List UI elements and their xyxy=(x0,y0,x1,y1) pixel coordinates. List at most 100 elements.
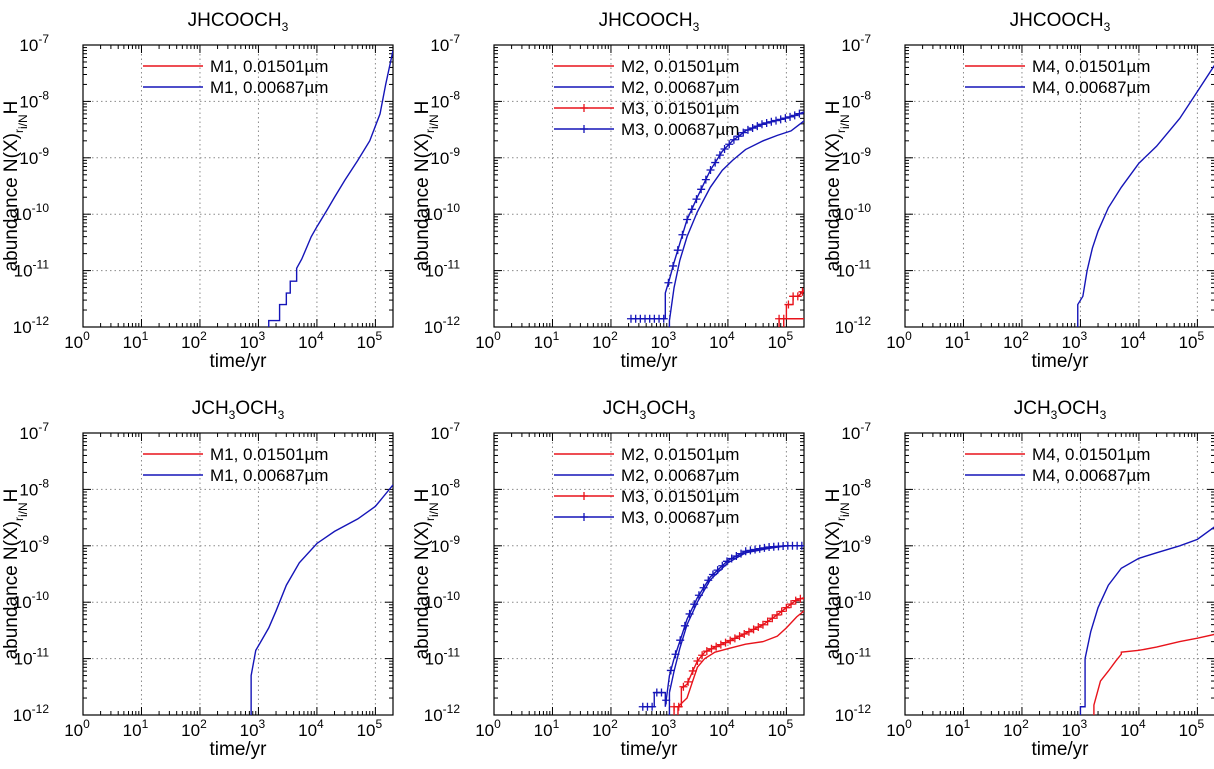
series-marker xyxy=(725,140,734,149)
y-tick-label: 10-8 xyxy=(841,476,871,499)
series-marker xyxy=(754,623,763,632)
legend-label: M2, 0.00687µm xyxy=(621,78,739,97)
y-tick-label: 10-11 xyxy=(836,258,872,281)
y-tick-label: 10-12 xyxy=(424,702,461,725)
series-layer xyxy=(626,109,804,327)
y-tick-label: 10-11 xyxy=(425,258,461,281)
x-axis-label: time/yr xyxy=(210,351,268,372)
series-marker xyxy=(779,314,788,323)
y-tick-label: 10-11 xyxy=(836,646,872,669)
y-axis-label: abundance N(X)ri/NH xyxy=(1,101,30,272)
series-marker xyxy=(797,541,804,550)
series-marker xyxy=(721,638,730,647)
y-tick-label: 10-7 xyxy=(841,32,871,55)
series-marker xyxy=(698,651,707,660)
chart-panel-2: 100 101 102 103 104 105 10-12 10-11 10-10 10-9 10-… xyxy=(412,10,805,372)
y-tick-label: 10-8 xyxy=(430,88,460,111)
y-axis-label: abundance N(X)ri/NH xyxy=(412,101,441,272)
series-marker xyxy=(741,547,750,556)
legend-label: M2, 0.01501µm xyxy=(621,57,739,76)
series-marker xyxy=(729,135,738,144)
chart-panel-1: 100 101 102 103 104 105 10-12 10-11 10-10 10-9 10-… xyxy=(1,10,394,372)
series-line xyxy=(677,610,804,715)
y-tick-label: 10-10 xyxy=(835,589,872,612)
x-tick-label: 104 xyxy=(1120,329,1146,352)
series-marker xyxy=(746,546,755,555)
x-tick-label: 103 xyxy=(651,329,677,352)
chart-title: JHCOOCH3 xyxy=(1010,10,1111,34)
y-tick-label: 10-8 xyxy=(430,476,460,499)
series-marker xyxy=(784,300,793,309)
x-tick-label: 104 xyxy=(1120,717,1146,740)
legend-label: M3, 0.01501µm xyxy=(621,99,739,118)
series-line xyxy=(1077,64,1214,327)
x-axis-label: time/yr xyxy=(210,739,268,760)
plot-frame xyxy=(82,44,394,328)
x-tick-label: 104 xyxy=(709,329,735,352)
x-tick-label: 103 xyxy=(240,717,266,740)
x-tick-label: 105 xyxy=(1179,717,1205,740)
series-marker xyxy=(673,246,682,255)
legend-label: M4, 0.01501µm xyxy=(1032,57,1150,76)
series-marker xyxy=(685,609,694,618)
series-line xyxy=(673,597,804,715)
series-marker xyxy=(711,158,720,167)
x-tick-label: 105 xyxy=(768,329,794,352)
series-marker xyxy=(753,122,762,131)
series-marker xyxy=(751,545,760,554)
y-tick-label: 10-11 xyxy=(14,258,50,281)
series-line xyxy=(630,111,804,320)
series-marker xyxy=(694,591,703,600)
series-marker xyxy=(680,621,689,630)
series-marker xyxy=(739,128,748,137)
series-marker xyxy=(740,629,749,638)
series-marker xyxy=(671,650,680,659)
y-tick-label: 10-9 xyxy=(430,533,460,556)
x-tick-label: 100 xyxy=(475,329,501,352)
chart-title: JHCOOCH3 xyxy=(599,10,700,34)
series-marker xyxy=(706,165,715,174)
chart-title: JCH3OCH3 xyxy=(192,398,285,422)
series-marker xyxy=(755,544,764,553)
series-marker xyxy=(743,125,752,134)
legend: M2, 0.01501µm M2, 0.00687µm M3, 0.01501µm M… xyxy=(554,57,739,139)
x-tick-label: 101 xyxy=(534,717,560,740)
x-axis-label: time/yr xyxy=(621,739,679,760)
series-marker xyxy=(697,185,706,194)
series-marker xyxy=(730,634,739,643)
x-tick-label: 103 xyxy=(1062,717,1088,740)
chart-title: JCH3OCH3 xyxy=(603,398,696,422)
legend-label: M3, 0.01501µm xyxy=(621,487,739,506)
legend-label: M4, 0.00687µm xyxy=(1032,466,1150,485)
y-tick-label: 10-7 xyxy=(430,32,460,55)
chart-title: JCH3OCH3 xyxy=(1014,398,1107,422)
series-marker xyxy=(777,607,786,616)
x-tick-label: 100 xyxy=(64,329,90,352)
series-marker xyxy=(722,557,731,566)
series-marker xyxy=(679,682,688,691)
series-marker xyxy=(716,640,725,649)
series-marker xyxy=(791,596,800,605)
series-marker xyxy=(781,114,790,123)
x-axis-label: time/yr xyxy=(1032,351,1090,372)
x-tick-label: 100 xyxy=(475,717,501,740)
series-marker xyxy=(699,583,708,592)
series-marker xyxy=(767,117,776,126)
series-layer xyxy=(638,541,804,715)
series-marker xyxy=(798,287,804,296)
series-marker xyxy=(734,132,743,141)
x-tick-label: 100 xyxy=(64,717,90,740)
series-marker xyxy=(692,195,701,204)
series-marker xyxy=(707,644,716,653)
y-tick-label: 10-8 xyxy=(19,88,49,111)
y-tick-label: 10-12 xyxy=(835,702,872,725)
x-tick-label: 102 xyxy=(592,329,618,352)
x-tick-label: 105 xyxy=(768,717,794,740)
x-tick-label: 102 xyxy=(181,329,207,352)
series-marker xyxy=(715,151,724,160)
series-marker xyxy=(678,230,687,239)
y-tick-label: 10-9 xyxy=(19,145,49,168)
y-tick-label: 10-12 xyxy=(835,314,872,337)
x-tick-label: 103 xyxy=(1062,329,1088,352)
